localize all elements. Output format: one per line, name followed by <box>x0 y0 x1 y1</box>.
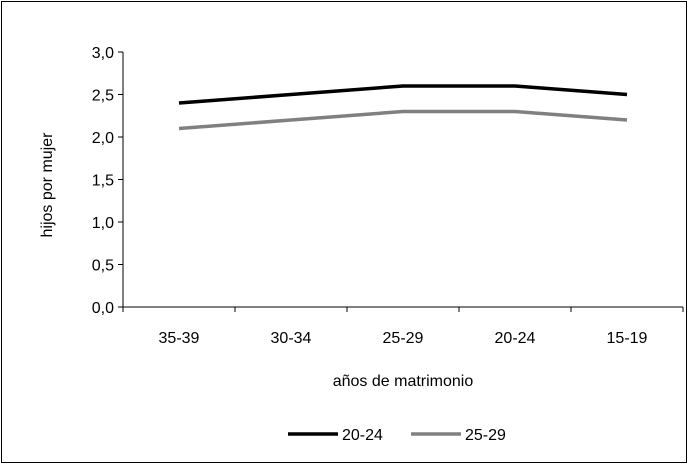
series-line-20-24 <box>178 84 628 105</box>
legend: 20-24 25-29 <box>288 427 506 444</box>
x-tick-label: 15-19 <box>607 330 648 347</box>
y-tick-label: 1,0 <box>92 215 114 232</box>
x-ticks: 35-39 30-34 25-29 20-24 15-19 <box>122 307 684 347</box>
x-axis-title: años de matrimonio <box>333 373 474 390</box>
y-ticks: 0,0 0,5 1,0 1,5 2,0 2,5 3,0 <box>92 45 123 317</box>
legend-label-25-29: 25-29 <box>465 427 506 444</box>
y-tick-label: 0,0 <box>92 300 114 317</box>
x-tick-label: 20-24 <box>495 330 536 347</box>
axes <box>122 52 683 308</box>
x-tick-label: 35-39 <box>159 330 200 347</box>
y-axis-title: hijos por mujer <box>39 132 56 238</box>
y-tick-label: 0,5 <box>92 258 114 275</box>
legend-label-20-24: 20-24 <box>342 427 383 444</box>
series <box>178 84 628 131</box>
y-tick-label: 2,5 <box>92 88 114 105</box>
y-tick-label: 1,5 <box>92 173 114 190</box>
y-tick-label: 2,0 <box>92 130 114 147</box>
y-tick-label: 3,0 <box>92 45 114 62</box>
x-tick-label: 30-34 <box>271 330 312 347</box>
series-line-25-29 <box>178 109 628 131</box>
x-tick-label: 25-29 <box>383 330 424 347</box>
